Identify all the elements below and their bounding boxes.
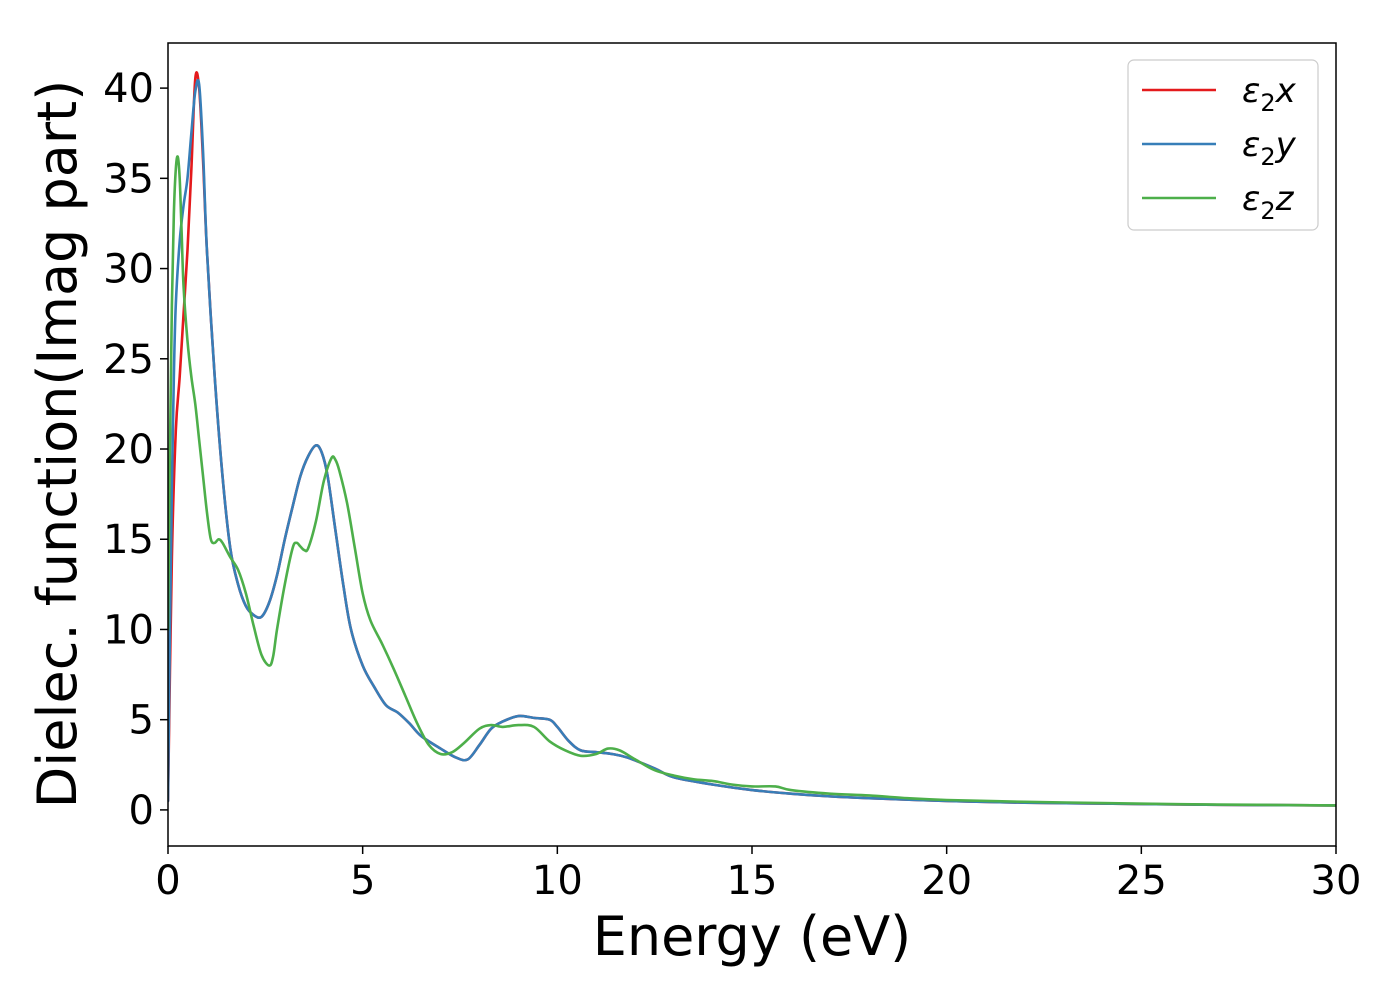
y-tick-label: 20 [103, 427, 154, 473]
series-line-y [168, 78, 1336, 807]
legend-label-x: ε2x [1242, 71, 1297, 117]
y-tick-label: 35 [103, 156, 154, 202]
x-tick-label: 15 [727, 858, 778, 904]
y-axis-title: Dielec. function(Imag part) [26, 80, 89, 809]
x-axis-title: Energy (eV) [593, 905, 912, 968]
x-tick-label: 20 [921, 858, 972, 904]
y-tick-label: 25 [103, 337, 154, 383]
x-tick-label: 5 [350, 858, 375, 904]
x-tick-label: 25 [1116, 858, 1167, 904]
y-tick-label: 5 [129, 698, 154, 744]
x-tick-label: 0 [155, 858, 180, 904]
legend-box [1127, 59, 1319, 231]
y-tick-label: 40 [103, 66, 154, 112]
series-layer [168, 71, 1336, 807]
x-tick-label: 10 [532, 858, 583, 904]
y-tick-label: 15 [103, 517, 154, 563]
y-axis-ticks: 0 5 10 15 20 25 30 35 40 [103, 66, 168, 834]
series-line-z [168, 155, 1336, 807]
y-tick-label: 30 [103, 247, 154, 293]
y-tick-label: 10 [103, 607, 154, 653]
y-tick-label: 0 [129, 788, 154, 834]
x-tick-label: 30 [1311, 858, 1362, 904]
legend-label-z: ε2z [1242, 179, 1295, 225]
legend: ε2x ε2y ε2z [1127, 59, 1319, 231]
x-axis-ticks: 0 5 10 15 20 25 30 [155, 846, 1361, 904]
legend-label-y: ε2y [1242, 125, 1297, 171]
